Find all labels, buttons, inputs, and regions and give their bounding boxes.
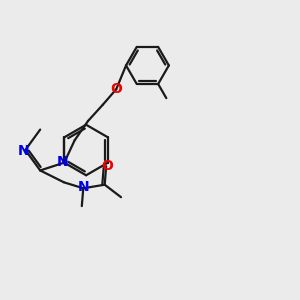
Text: O: O (102, 159, 114, 173)
Text: N: N (77, 180, 89, 194)
Text: O: O (110, 82, 122, 96)
Text: N: N (18, 144, 30, 158)
Text: N: N (57, 155, 68, 169)
